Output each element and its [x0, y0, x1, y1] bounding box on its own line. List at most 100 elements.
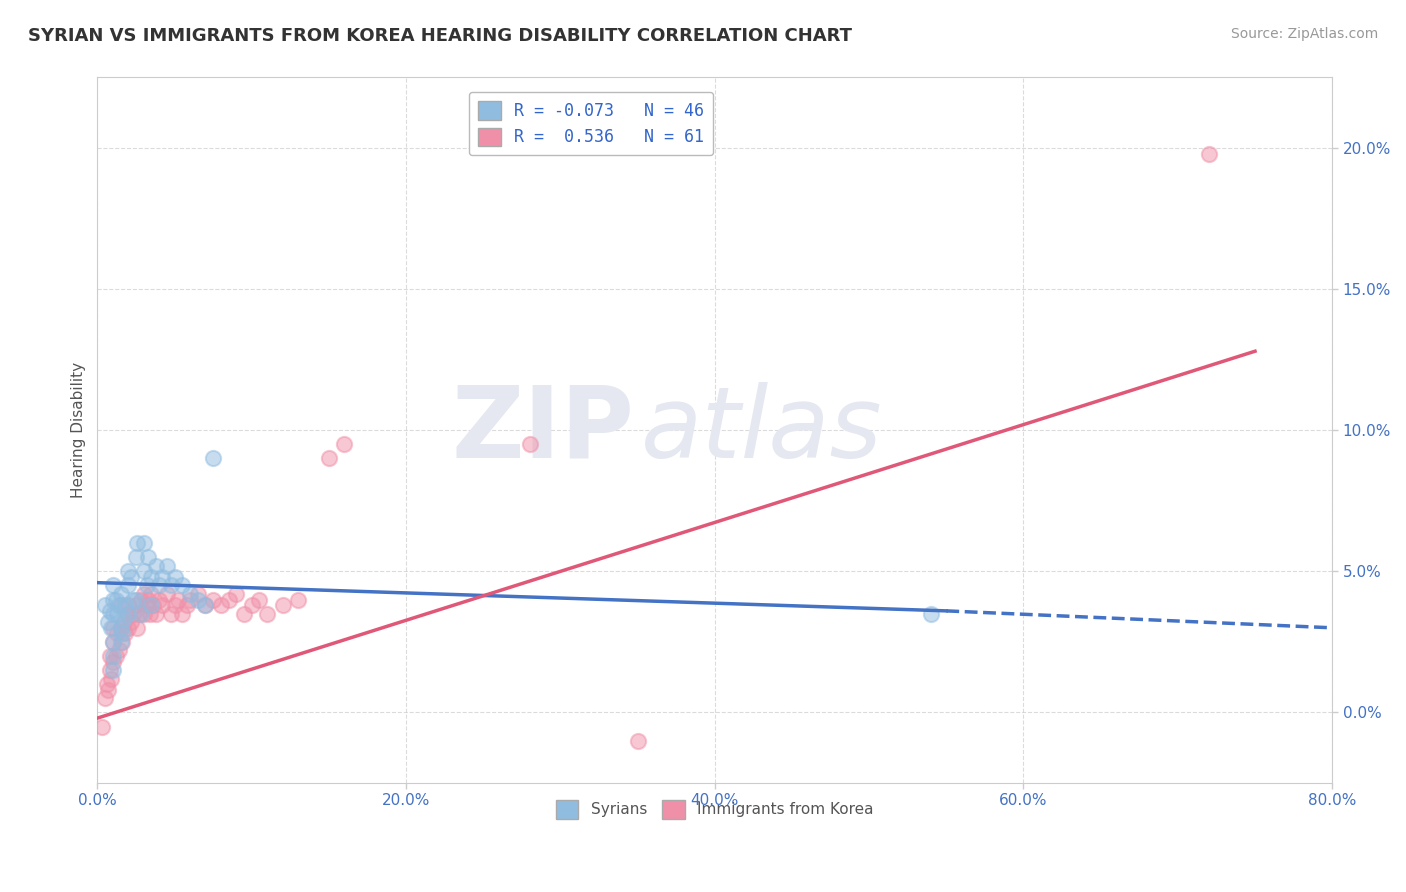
Point — [97, 615, 120, 629]
Point — [225, 587, 247, 601]
Point — [128, 607, 150, 621]
Point — [194, 599, 217, 613]
Point — [132, 607, 155, 621]
Point — [101, 663, 124, 677]
Point — [135, 578, 157, 592]
Point — [271, 599, 294, 613]
Point — [145, 558, 167, 573]
Point — [104, 592, 127, 607]
Point — [101, 578, 124, 592]
Point — [91, 720, 114, 734]
Point — [176, 599, 198, 613]
Point — [101, 607, 124, 621]
Point — [108, 599, 131, 613]
Point — [114, 626, 136, 640]
Point — [136, 550, 159, 565]
Point — [148, 592, 170, 607]
Point — [115, 607, 138, 621]
Y-axis label: Hearing Disability: Hearing Disability — [72, 362, 86, 499]
Point — [117, 621, 139, 635]
Point — [141, 570, 163, 584]
Point — [333, 437, 356, 451]
Point — [100, 621, 122, 635]
Point — [101, 648, 124, 663]
Point — [132, 536, 155, 550]
Point — [150, 570, 173, 584]
Point — [112, 615, 135, 629]
Point — [187, 587, 209, 601]
Point — [135, 599, 157, 613]
Point — [114, 599, 136, 613]
Point — [172, 607, 194, 621]
Point — [98, 663, 121, 677]
Point — [107, 626, 129, 640]
Point — [318, 451, 340, 466]
Point — [132, 565, 155, 579]
Point — [139, 607, 162, 621]
Point — [142, 599, 165, 613]
Legend: Syrians, Immigrants from Korea: Syrians, Immigrants from Korea — [550, 794, 880, 825]
Point — [141, 599, 163, 613]
Point — [166, 592, 188, 607]
Point — [160, 607, 183, 621]
Text: Source: ZipAtlas.com: Source: ZipAtlas.com — [1230, 27, 1378, 41]
Point — [156, 587, 179, 601]
Point — [97, 682, 120, 697]
Point — [150, 599, 173, 613]
Point — [101, 635, 124, 649]
Point — [240, 599, 263, 613]
Point — [187, 592, 209, 607]
Point — [141, 587, 163, 601]
Point — [112, 612, 135, 626]
Point — [160, 578, 183, 592]
Point — [163, 599, 186, 613]
Point — [129, 607, 152, 621]
Text: ZIP: ZIP — [451, 382, 634, 479]
Point — [117, 599, 139, 613]
Point — [101, 592, 124, 607]
Point — [101, 621, 124, 635]
Point — [249, 592, 271, 607]
Point — [117, 607, 139, 621]
Point — [110, 635, 132, 649]
Point — [179, 587, 201, 601]
Text: SYRIAN VS IMMIGRANTS FROM KOREA HEARING DISABILITY CORRELATION CHART: SYRIAN VS IMMIGRANTS FROM KOREA HEARING … — [28, 27, 852, 45]
Point — [110, 621, 132, 635]
Point — [100, 672, 122, 686]
Point — [202, 451, 225, 466]
Point — [121, 607, 143, 621]
Point — [111, 626, 134, 640]
Point — [125, 592, 148, 607]
Point — [117, 565, 139, 579]
Point — [287, 592, 309, 607]
Point — [145, 607, 167, 621]
Point — [202, 592, 225, 607]
Point — [127, 536, 149, 550]
Point — [104, 648, 127, 663]
Point — [98, 648, 121, 663]
Point — [108, 643, 131, 657]
Point — [129, 592, 152, 607]
Point — [101, 635, 124, 649]
Point — [179, 592, 201, 607]
Point — [209, 599, 232, 613]
Point — [110, 587, 132, 601]
Point — [172, 578, 194, 592]
Point — [96, 677, 118, 691]
Point — [163, 570, 186, 584]
Point — [218, 592, 240, 607]
Point — [519, 437, 541, 451]
Point — [194, 599, 217, 613]
Point — [120, 570, 142, 584]
Point — [920, 607, 942, 621]
Point — [626, 733, 648, 747]
Point — [110, 621, 132, 635]
Text: atlas: atlas — [641, 382, 883, 479]
Point — [117, 578, 139, 592]
Point — [98, 604, 121, 618]
Point — [256, 607, 278, 621]
Point — [156, 558, 179, 573]
Point — [136, 592, 159, 607]
Point — [101, 655, 124, 669]
Point — [127, 621, 149, 635]
